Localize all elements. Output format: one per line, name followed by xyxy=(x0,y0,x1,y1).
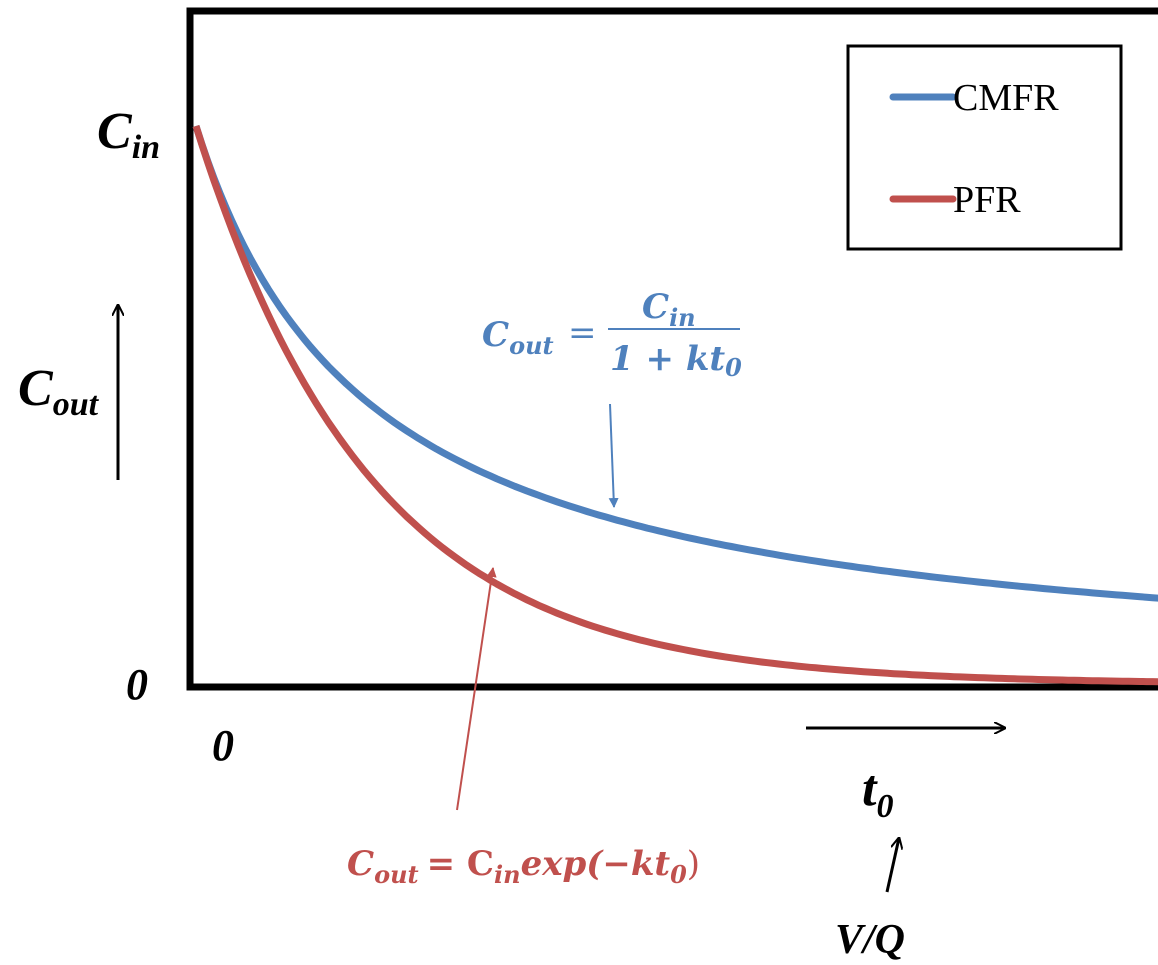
legend-box xyxy=(846,44,1123,251)
series-line-pfr xyxy=(192,124,1158,686)
cmfr-equation-lhs: Cout xyxy=(482,315,554,360)
y-axis-title: Cout xyxy=(18,360,100,423)
cmfr-equation: Cout = Cin 1 + kt0 xyxy=(482,287,742,382)
pfr-equation-pointer xyxy=(456,567,497,811)
legend: CMFR PFR xyxy=(846,44,1123,251)
cmfr-equation-numerator: Cin xyxy=(642,287,696,332)
x-axis-zero-label: 0 xyxy=(212,721,234,770)
cmfr-equation-equals: = xyxy=(568,313,597,353)
y-axis-zero-label: 0 xyxy=(126,660,148,709)
plot-frame xyxy=(186,7,1158,691)
legend-label-pfr: PFR xyxy=(953,179,1021,221)
series-line-cmfr xyxy=(192,124,1158,602)
pfr-equation: Cout = Cinexp(−kt0) xyxy=(347,844,700,889)
x-axis-note: V/Q xyxy=(835,917,905,963)
cmfr-equation-denominator: 1 + kt0 xyxy=(610,339,742,382)
x-axis-title: t0 xyxy=(862,760,893,825)
legend-label-cmfr: CMFR xyxy=(953,77,1059,119)
y-axis-top-label: Cin xyxy=(97,103,160,166)
series-layer xyxy=(192,124,1158,686)
pfr-equation-text: Cout = Cinexp(−kt0) xyxy=(347,844,700,889)
cmfr-equation-pointer xyxy=(608,403,619,508)
x-axis-note-arrow xyxy=(885,838,899,893)
